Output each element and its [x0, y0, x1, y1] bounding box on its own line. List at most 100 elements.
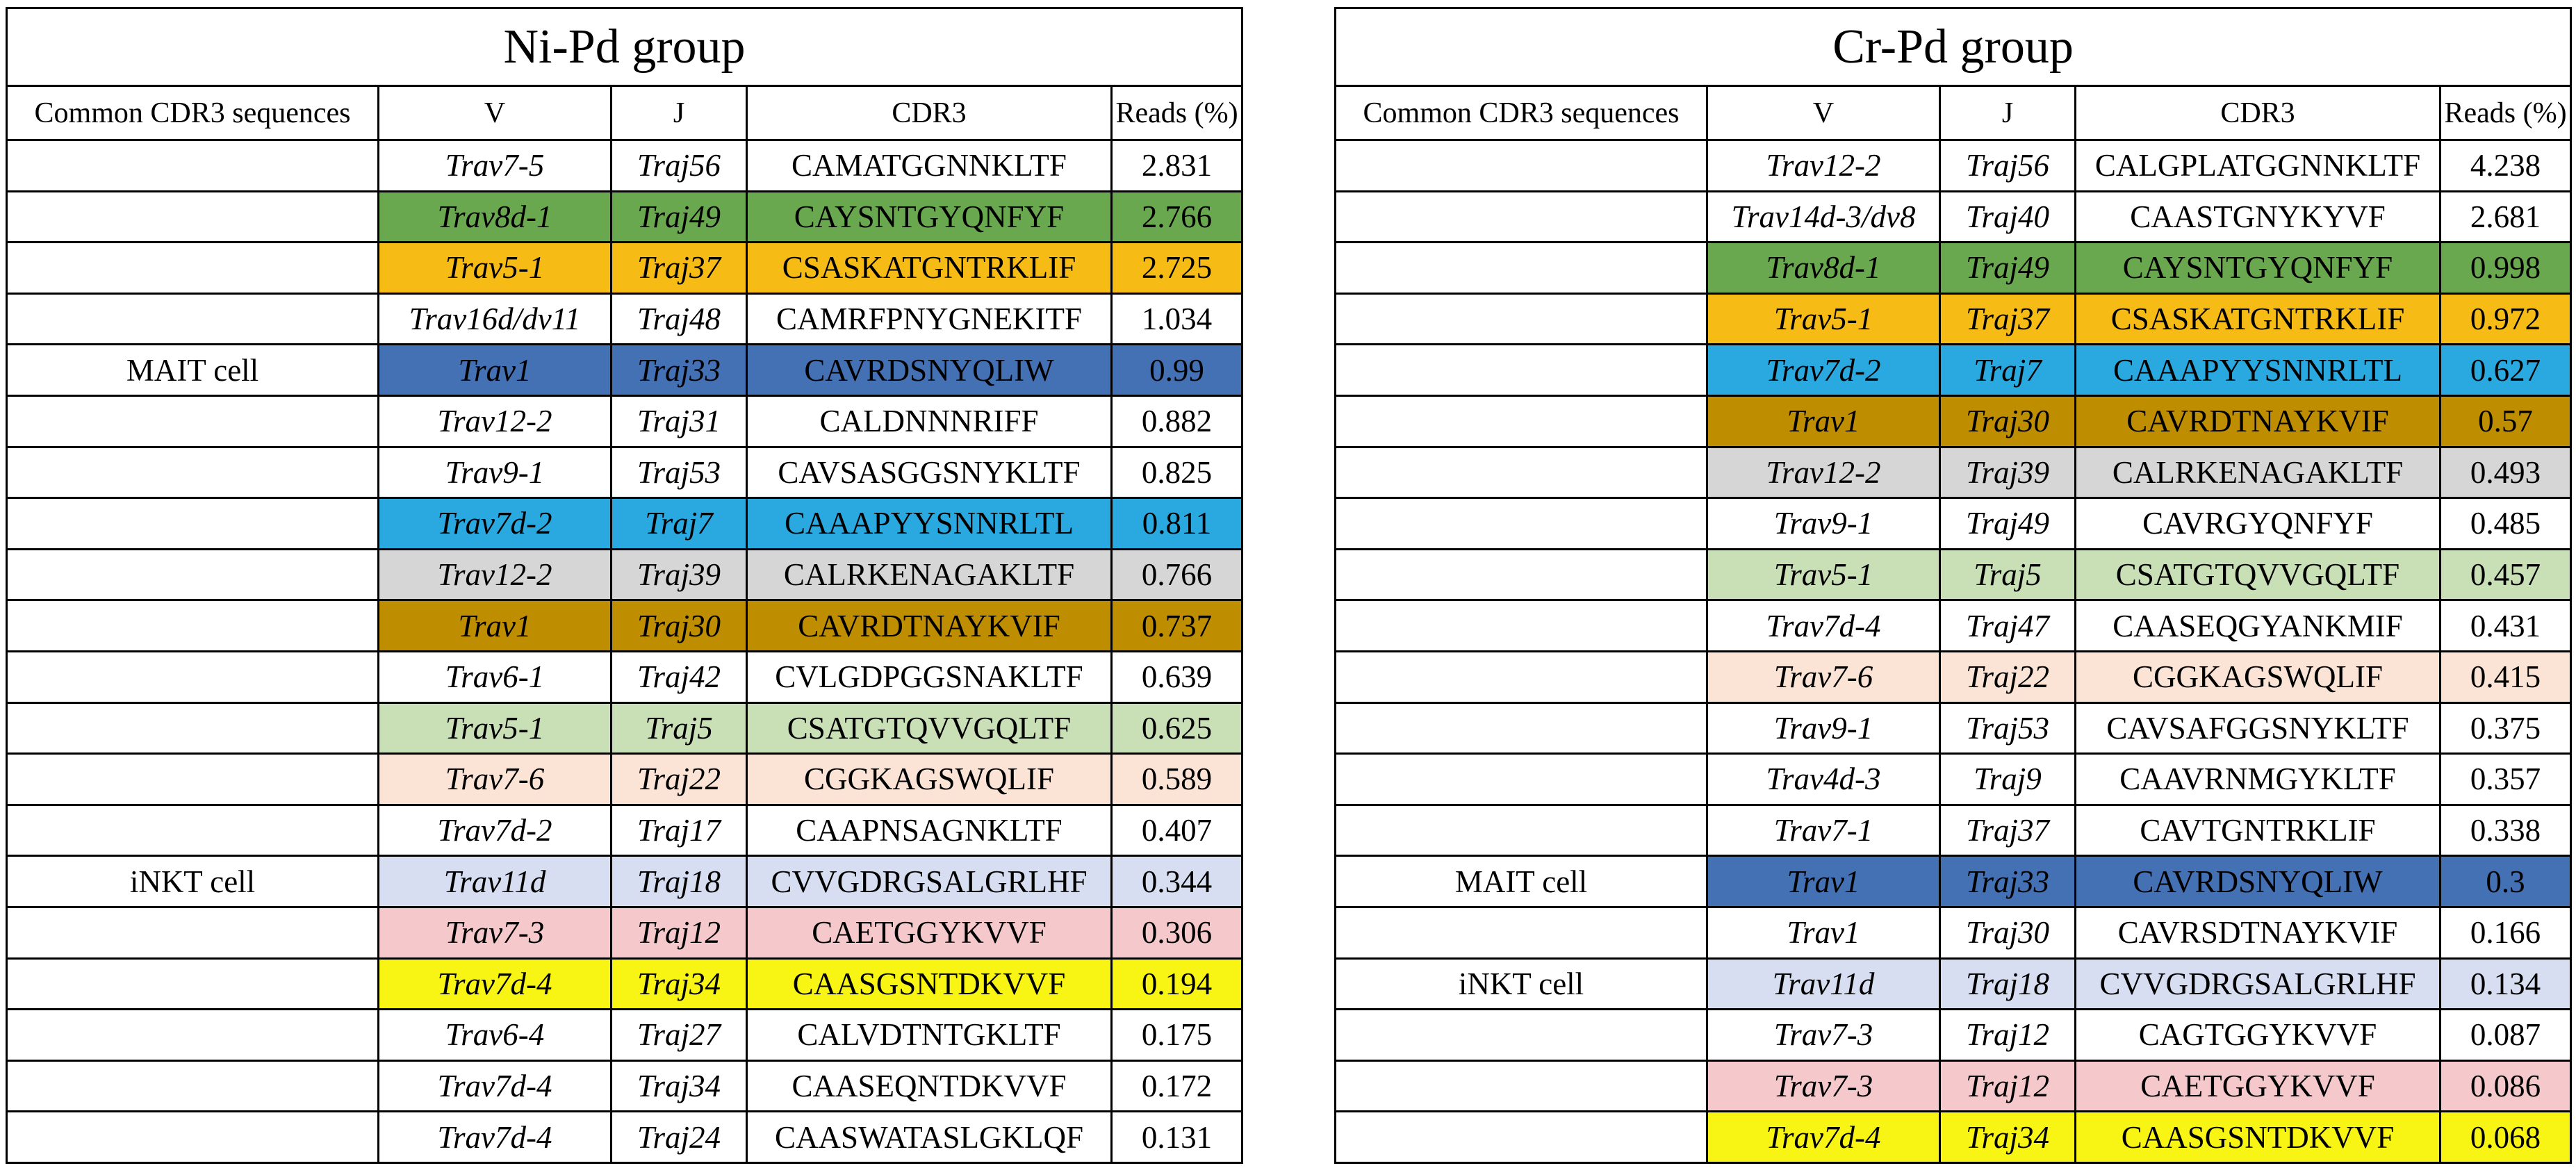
column-header: J [1939, 85, 2076, 141]
table-row: Trav7d-4 Traj24 CAASWATASLGKLQF 0.131 [6, 1110, 1244, 1164]
cell-j-gene: Traj7 [1939, 343, 2076, 397]
cell-j-gene: Traj49 [1939, 241, 2076, 295]
cell-v-gene: Trav12-2 [1706, 445, 1941, 500]
cell-j-gene: Traj33 [1939, 855, 2076, 908]
cell-cdr3: CVVGDRGSALGRLHF [2074, 957, 2441, 1011]
cell-reads: 2.725 [1110, 241, 1244, 295]
cell-v-gene: Trav5-1 [1706, 548, 1941, 602]
cell-j-gene: Traj34 [610, 1059, 748, 1113]
cell-j-gene: Traj22 [1939, 650, 2076, 704]
cell-v-gene: Trav7d-2 [377, 803, 612, 857]
cell-reads: 0.998 [2438, 241, 2573, 295]
column-header: V [377, 85, 612, 141]
cell-cdr3: CAASGSNTDKVVF [746, 957, 1113, 1011]
cell-reads: 0.766 [1110, 548, 1244, 602]
cell-common-label [6, 1008, 379, 1062]
cell-reads: 0.357 [2438, 752, 2573, 806]
cell-v-gene: Trav16d/dv11 [377, 292, 612, 346]
table-row: Trav5-1 Traj37 CSASKATGNTRKLIF 2.725 [6, 241, 1244, 295]
cell-cdr3: CAVRGYQNFYF [2074, 497, 2441, 550]
cell-reads: 2.831 [1110, 139, 1244, 192]
cell-j-gene: Traj22 [610, 752, 748, 806]
cell-cdr3: CAETGGYKVVF [2074, 1059, 2441, 1113]
table-row: Trav7d-4 Traj47 CAASEQGYANKMIF 0.431 [1334, 599, 2573, 652]
cell-v-gene: Trav11d [1706, 957, 1941, 1011]
cell-common-label [6, 599, 379, 652]
group-table-ni-pd: Ni-Pd group Common CDR3 sequences V J CDR3 R… [5, 7, 1244, 1164]
cell-j-gene: Traj42 [610, 650, 748, 704]
cell-j-gene: Traj27 [610, 1008, 748, 1062]
cell-j-gene: Traj56 [610, 139, 748, 192]
cell-common-label [6, 803, 379, 857]
table-row: Trav7-3 Traj12 CAGTGGYKVVF 0.087 [1334, 1008, 2573, 1062]
cell-cdr3: CALGPLATGGNNKLTF [2074, 139, 2441, 192]
cell-v-gene: Trav12-2 [377, 394, 612, 448]
cell-j-gene: Traj53 [610, 445, 748, 500]
table-row: Trav8d-1 Traj49 CAYSNTGYQNFYF 0.998 [1334, 241, 2573, 295]
cell-reads: 0.737 [1110, 599, 1244, 652]
cell-v-gene: Trav7-6 [377, 752, 612, 806]
cell-cdr3: CAAAPYYSNNRLTL [2074, 343, 2441, 397]
cell-j-gene: Traj37 [1939, 803, 2076, 857]
cell-cdr3: CALVDTNTGKLTF [746, 1008, 1113, 1062]
cell-cdr3: CAETGGYKVVF [746, 905, 1113, 960]
cell-reads: 0.485 [2438, 497, 2573, 550]
table-row: Trav1 Traj30 CAVRSDTNAYKVIF 0.166 [1334, 905, 2573, 960]
cell-v-gene: Trav9-1 [1706, 701, 1941, 755]
table-row: Trav7-5 Traj56 CAMATGGNNKLTF 2.831 [6, 139, 1244, 192]
cell-reads: 0.338 [2438, 803, 2573, 857]
cell-reads: 0.407 [1110, 803, 1244, 857]
cell-common-label [1334, 445, 1708, 500]
cell-v-gene: Trav7-5 [377, 139, 612, 192]
table-row: Trav4d-3 Traj9 CAAVRNMGYKLTF 0.357 [1334, 752, 2573, 806]
cell-j-gene: Traj30 [1939, 394, 2076, 448]
table-row: Trav7d-4 Traj34 CAASGSNTDKVVF 0.194 [6, 957, 1244, 1011]
cell-cdr3: CAASWATASLGKLQF [746, 1110, 1113, 1164]
cell-cdr3: CGGKAGSWQLIF [746, 752, 1113, 806]
cell-reads: 2.766 [1110, 190, 1244, 244]
cell-v-gene: Trav12-2 [377, 548, 612, 602]
table-header-row: Common CDR3 sequences V J CDR3 Reads (%) [6, 85, 1244, 141]
cell-reads: 0.825 [1110, 445, 1244, 500]
cell-cdr3: CAYSNTGYQNFYF [2074, 241, 2441, 295]
cell-v-gene: Trav1 [1706, 905, 1941, 960]
cell-v-gene: Trav7d-4 [377, 957, 612, 1011]
table-row: iNKT cell Trav11d Traj18 CVVGDRGSALGRLHF 0.3… [6, 855, 1244, 908]
cell-j-gene: Traj12 [1939, 1008, 2076, 1062]
cell-common-label [6, 957, 379, 1011]
cell-common-label [1334, 1110, 1708, 1164]
cell-reads: 0.068 [2438, 1110, 2573, 1164]
cell-reads: 0.134 [2438, 957, 2573, 1011]
cell-common-label [1334, 905, 1708, 960]
cell-common-label [6, 241, 379, 295]
cell-common-label [6, 190, 379, 244]
cell-v-gene: Trav4d-3 [1706, 752, 1941, 806]
table-row: Trav5-1 Traj5 CSATGTQVVGQLTF 0.625 [6, 701, 1244, 755]
table-row: Trav8d-1 Traj49 CAYSNTGYQNFYF 2.766 [6, 190, 1244, 244]
cell-common-label [1334, 394, 1708, 448]
cell-common-label [6, 548, 379, 602]
table-title-row: Cr-Pd group [1334, 7, 2573, 87]
cell-v-gene: Trav7d-4 [1706, 599, 1941, 652]
cell-reads: 0.57 [2438, 394, 2573, 448]
table-row: Trav7-6 Traj22 CGGKAGSWQLIF 0.589 [6, 752, 1244, 806]
cell-v-gene: Trav7d-2 [1706, 343, 1941, 397]
table-row: Trav12-2 Traj31 CALDNNNRIFF 0.882 [6, 394, 1244, 448]
cell-cdr3: CAYSNTGYQNFYF [746, 190, 1113, 244]
cell-cdr3: CALRKENAGAKLTF [2074, 445, 2441, 500]
cell-j-gene: Traj30 [1939, 905, 2076, 960]
table-title-row: Ni-Pd group [5, 7, 1244, 87]
table-title: Ni-Pd group [5, 7, 1244, 87]
cell-common-label [6, 497, 379, 550]
cell-reads: 0.627 [2438, 343, 2573, 397]
cell-j-gene: Traj9 [1939, 752, 2076, 806]
table-row: Trav7d-4 Traj34 CAASGSNTDKVVF 0.068 [1334, 1110, 2573, 1164]
cell-cdr3: CAAVRNMGYKLTF [2074, 752, 2441, 806]
cell-common-label [6, 650, 379, 704]
table-row: iNKT cell Trav11d Traj18 CVVGDRGSALGRLHF 0.1… [1334, 957, 2573, 1011]
cell-reads: 0.625 [1110, 701, 1244, 755]
table-row: Trav1 Traj30 CAVRDTNAYKVIF 0.737 [6, 599, 1244, 652]
table-row: Trav7d-2 Traj7 CAAAPYYSNNRLTL 0.627 [1334, 343, 2573, 397]
table-row: Trav12-2 Traj56 CALGPLATGGNNKLTF 4.238 [1334, 139, 2573, 192]
